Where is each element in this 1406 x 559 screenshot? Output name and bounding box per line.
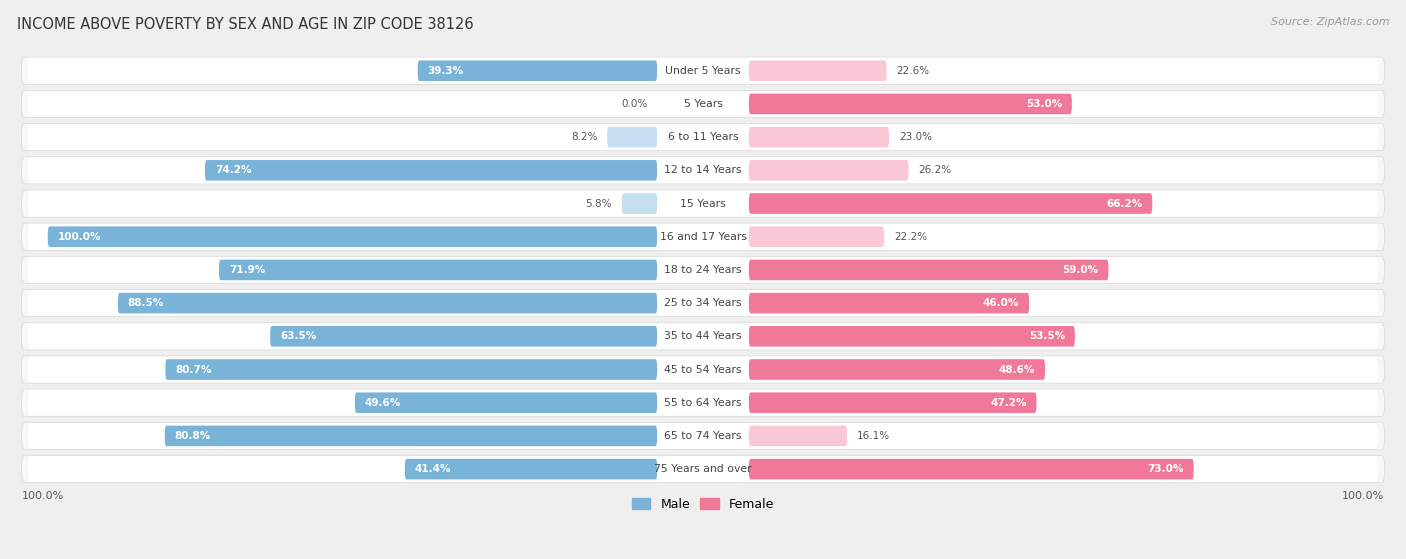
FancyBboxPatch shape [21,422,1385,449]
Text: Under 5 Years: Under 5 Years [665,66,741,75]
FancyBboxPatch shape [21,124,1385,151]
FancyBboxPatch shape [21,290,1385,317]
Text: 8.2%: 8.2% [571,132,598,142]
FancyBboxPatch shape [749,226,884,247]
FancyBboxPatch shape [21,157,1385,184]
Text: 53.0%: 53.0% [1026,99,1062,109]
FancyBboxPatch shape [749,94,1071,114]
FancyBboxPatch shape [21,257,1385,283]
Text: INCOME ABOVE POVERTY BY SEX AND AGE IN ZIP CODE 38126: INCOME ABOVE POVERTY BY SEX AND AGE IN Z… [17,17,474,32]
Legend: Male, Female: Male, Female [627,493,779,516]
FancyBboxPatch shape [28,224,1378,250]
FancyBboxPatch shape [749,193,1153,214]
FancyBboxPatch shape [28,290,1378,316]
Text: 100.0%: 100.0% [1343,491,1385,501]
FancyBboxPatch shape [607,127,657,148]
Text: 18 to 24 Years: 18 to 24 Years [664,265,742,275]
Text: 48.6%: 48.6% [998,364,1035,375]
Text: 73.0%: 73.0% [1147,464,1184,474]
Text: 12 to 14 Years: 12 to 14 Years [664,165,742,176]
FancyBboxPatch shape [21,190,1385,217]
FancyBboxPatch shape [354,392,657,413]
Text: 5 Years: 5 Years [683,99,723,109]
FancyBboxPatch shape [749,60,887,81]
FancyBboxPatch shape [749,259,1108,280]
Text: 100.0%: 100.0% [21,491,63,501]
FancyBboxPatch shape [205,160,657,181]
FancyBboxPatch shape [219,259,657,280]
Text: 80.7%: 80.7% [176,364,211,375]
FancyBboxPatch shape [749,392,1036,413]
FancyBboxPatch shape [28,158,1378,183]
FancyBboxPatch shape [28,257,1378,283]
FancyBboxPatch shape [21,456,1385,483]
FancyBboxPatch shape [749,326,1074,347]
FancyBboxPatch shape [749,359,1045,380]
Text: Source: ZipAtlas.com: Source: ZipAtlas.com [1271,17,1389,27]
Text: 22.2%: 22.2% [894,232,927,241]
FancyBboxPatch shape [749,160,908,181]
Text: 45 to 54 Years: 45 to 54 Years [664,364,742,375]
Text: 5.8%: 5.8% [585,198,612,209]
Text: 26.2%: 26.2% [918,165,952,176]
FancyBboxPatch shape [166,359,657,380]
FancyBboxPatch shape [21,57,1385,84]
Text: 59.0%: 59.0% [1063,265,1098,275]
Text: 71.9%: 71.9% [229,265,266,275]
Text: 74.2%: 74.2% [215,165,252,176]
Text: 49.6%: 49.6% [364,397,401,408]
Text: 39.3%: 39.3% [427,66,464,75]
Text: 16.1%: 16.1% [856,431,890,441]
Text: 46.0%: 46.0% [983,298,1019,308]
FancyBboxPatch shape [21,223,1385,250]
FancyBboxPatch shape [749,459,1194,480]
Text: 65 to 74 Years: 65 to 74 Years [664,431,742,441]
Text: 88.5%: 88.5% [128,298,165,308]
FancyBboxPatch shape [118,293,657,314]
FancyBboxPatch shape [21,91,1385,117]
FancyBboxPatch shape [270,326,657,347]
Text: 100.0%: 100.0% [58,232,101,241]
FancyBboxPatch shape [21,356,1385,383]
Text: 53.5%: 53.5% [1029,331,1066,342]
Text: 75 Years and over: 75 Years and over [654,464,752,474]
Text: 47.2%: 47.2% [990,397,1026,408]
FancyBboxPatch shape [28,124,1378,150]
FancyBboxPatch shape [28,357,1378,382]
Text: 0.0%: 0.0% [621,99,647,109]
FancyBboxPatch shape [28,191,1378,216]
FancyBboxPatch shape [28,456,1378,482]
FancyBboxPatch shape [21,389,1385,416]
FancyBboxPatch shape [749,293,1029,314]
FancyBboxPatch shape [621,193,657,214]
FancyBboxPatch shape [48,226,657,247]
FancyBboxPatch shape [405,459,657,480]
Text: 23.0%: 23.0% [898,132,932,142]
FancyBboxPatch shape [21,323,1385,350]
FancyBboxPatch shape [749,127,889,148]
Text: 25 to 34 Years: 25 to 34 Years [664,298,742,308]
Text: 6 to 11 Years: 6 to 11 Years [668,132,738,142]
FancyBboxPatch shape [28,58,1378,84]
FancyBboxPatch shape [28,390,1378,416]
Text: 35 to 44 Years: 35 to 44 Years [664,331,742,342]
Text: 22.6%: 22.6% [897,66,929,75]
FancyBboxPatch shape [28,91,1378,117]
Text: 15 Years: 15 Years [681,198,725,209]
Text: 80.8%: 80.8% [174,431,211,441]
Text: 66.2%: 66.2% [1107,198,1143,209]
FancyBboxPatch shape [749,425,846,446]
Text: 63.5%: 63.5% [280,331,316,342]
FancyBboxPatch shape [418,60,657,81]
Text: 41.4%: 41.4% [415,464,451,474]
FancyBboxPatch shape [28,423,1378,449]
Text: 55 to 64 Years: 55 to 64 Years [664,397,742,408]
Text: 16 and 17 Years: 16 and 17 Years [659,232,747,241]
FancyBboxPatch shape [165,425,657,446]
FancyBboxPatch shape [28,323,1378,349]
